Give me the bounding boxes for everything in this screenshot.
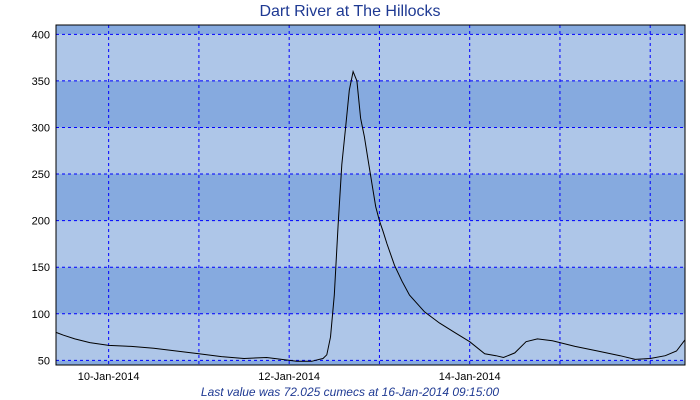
plot-band (56, 220, 685, 268)
plot-band (56, 127, 685, 175)
plot-band (56, 313, 685, 361)
last-value-caption: Last value was 72.025 cumecs at 16-Jan-2… (201, 385, 500, 399)
y-tick-label: 350 (32, 76, 50, 88)
y-tick-label: 300 (32, 122, 50, 134)
plot-band (56, 267, 685, 314)
flow-series-line (55, 69, 686, 362)
plot-background-bands (56, 25, 685, 365)
y-tick-label: 100 (32, 309, 50, 321)
chart-title: Dart River at The Hillocks (259, 3, 440, 20)
x-tick-label: 14-Jan-2014 (439, 371, 501, 383)
y-tick-label: 150 (32, 262, 50, 274)
plot-band (56, 34, 685, 81)
plot-band (56, 174, 685, 221)
x-tick-label: 10-Jan-2014 (78, 371, 140, 383)
plot-band (56, 360, 685, 365)
y-axis-tick-labels: 50 100 150 200 250 300 350 400 (32, 29, 50, 367)
x-axis-tick-labels: 10-Jan-2014 12-Jan-2014 14-Jan-2014 (78, 371, 501, 383)
x-tick-label: 12-Jan-2014 (258, 371, 320, 383)
y-tick-label: 400 (32, 29, 50, 41)
y-tick-label: 250 (32, 169, 50, 181)
plot-frame (55, 24, 686, 366)
plot-band (56, 80, 685, 128)
y-tick-label: 200 (32, 216, 50, 228)
plot-band (56, 25, 685, 35)
y-tick-label: 50 (38, 355, 50, 367)
